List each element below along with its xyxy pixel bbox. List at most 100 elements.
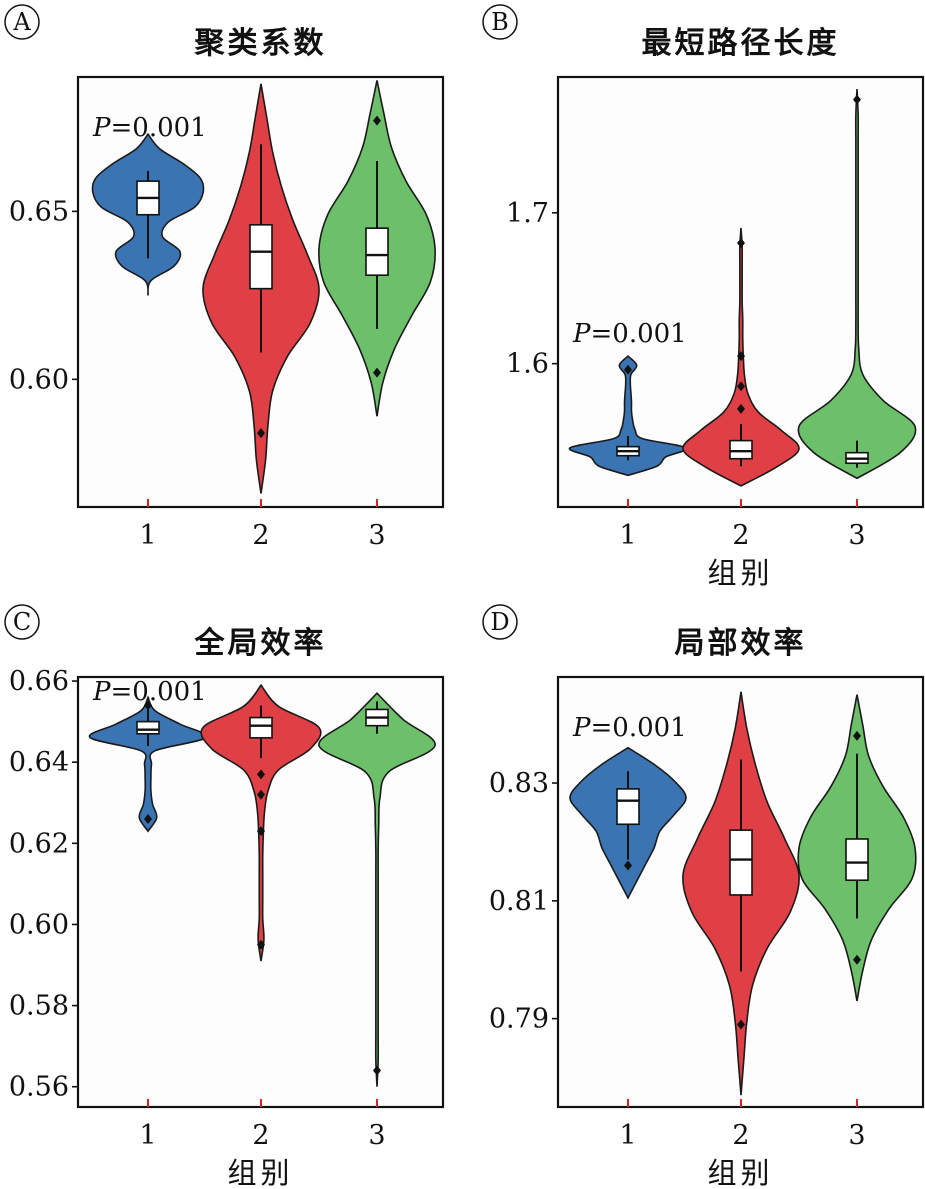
y-tick-label: 1.6 bbox=[506, 349, 549, 380]
violin-group-2 bbox=[202, 83, 320, 494]
outlier-point bbox=[624, 860, 632, 871]
panel-d: D 局部效率 0.79 0.81 0.83 1 2 3 组别 P=0.001 bbox=[482, 604, 925, 1189]
p-symbol: P bbox=[92, 113, 111, 143]
y-tick-label: 0.60 bbox=[9, 364, 69, 395]
y-tick-label: 0.66 bbox=[9, 666, 69, 697]
y-tick-label: 0.79 bbox=[489, 1004, 549, 1035]
p-symbol: P bbox=[572, 319, 591, 349]
p-value: =0.001 bbox=[591, 319, 687, 349]
violin-group-2 bbox=[200, 683, 322, 962]
p-value-annotation: P=0.001 bbox=[92, 113, 207, 143]
iqr-box bbox=[845, 838, 869, 882]
violin-group-3 bbox=[797, 694, 917, 1002]
outlier-point bbox=[257, 769, 265, 780]
outlier-point bbox=[257, 428, 265, 439]
violin-group-2 bbox=[682, 691, 800, 1096]
panel-label-circle bbox=[4, 604, 40, 640]
iqr-box bbox=[249, 224, 273, 290]
outlier-point bbox=[853, 94, 861, 105]
violin-body bbox=[88, 695, 208, 833]
y-tick-label: 1.7 bbox=[506, 198, 549, 229]
panel-label: C bbox=[13, 608, 31, 636]
x-tick-label: 1 bbox=[139, 520, 156, 551]
x-tick-label: 2 bbox=[732, 1120, 749, 1151]
x-tick-label: 2 bbox=[732, 520, 749, 551]
p-symbol: P bbox=[572, 713, 591, 743]
outlier-point bbox=[737, 1019, 745, 1030]
panel-b: B 最短路径长度 1.6 1.7 1 2 3 组别 P=0.001 bbox=[482, 4, 925, 590]
violin-group-1 bbox=[91, 132, 205, 296]
violin-body bbox=[200, 683, 322, 962]
iqr-box bbox=[365, 227, 389, 277]
outlier-point bbox=[853, 954, 861, 965]
iqr-box bbox=[616, 788, 640, 826]
x-axis-label: 组别 bbox=[707, 556, 773, 590]
x-tick-label: 3 bbox=[848, 520, 865, 551]
x-tick-label: 1 bbox=[619, 520, 636, 551]
violin-group-1 bbox=[569, 746, 687, 900]
outlier-point bbox=[737, 381, 745, 392]
y-tick-label: 0.64 bbox=[9, 747, 69, 778]
y-tick-label: 0.58 bbox=[9, 991, 69, 1022]
iqr-box bbox=[136, 720, 160, 735]
panel-a: A 聚类系数 0.60 0.65 1 2 3 P=0.001 bbox=[4, 4, 445, 551]
panel-label: B bbox=[491, 8, 509, 36]
panel-c: C 全局效率 0.56 0.58 0.60 0.62 0.64 0.66 1 2 3 组别 P=0.00… bbox=[4, 604, 445, 1189]
violin-group-1 bbox=[568, 354, 688, 477]
x-axis-label: 组别 bbox=[227, 1156, 293, 1189]
panel-title: 聚类系数 bbox=[194, 26, 327, 61]
x-axis-label: 组别 bbox=[707, 1156, 773, 1189]
x-tick-label: 3 bbox=[368, 520, 385, 551]
p-symbol: P bbox=[92, 677, 111, 707]
p-value-annotation: P=0.001 bbox=[572, 713, 687, 743]
violin-group-2 bbox=[682, 227, 800, 487]
y-tick-label: 0.62 bbox=[9, 828, 69, 859]
outlier-point bbox=[144, 813, 152, 824]
x-tick-label: 2 bbox=[252, 1120, 269, 1151]
panel-title: 局部效率 bbox=[675, 626, 807, 661]
outlier-point bbox=[373, 1065, 381, 1076]
p-value-annotation: P=0.001 bbox=[572, 319, 687, 349]
iqr-box bbox=[249, 716, 273, 739]
x-tick-label: 2 bbox=[252, 520, 269, 551]
x-tick-label: 3 bbox=[848, 1120, 865, 1151]
panel-label-circle bbox=[4, 4, 40, 40]
p-value: =0.001 bbox=[111, 677, 207, 707]
y-tick-label: 0.65 bbox=[9, 196, 69, 227]
panel-label: D bbox=[490, 608, 509, 636]
outlier-point bbox=[257, 789, 265, 800]
y-tick-label: 0.83 bbox=[489, 768, 549, 799]
x-tick-label: 3 bbox=[368, 1120, 385, 1151]
violin-body bbox=[318, 692, 436, 1087]
p-value-annotation: P=0.001 bbox=[92, 677, 207, 707]
outlier-point bbox=[373, 115, 381, 126]
outlier-point bbox=[737, 403, 745, 414]
panel-title: 最短路径长度 bbox=[642, 26, 840, 61]
outlier-point bbox=[853, 730, 861, 741]
outlier-point bbox=[373, 367, 381, 378]
panel-title: 全局效率 bbox=[194, 626, 327, 661]
outlier-point bbox=[257, 826, 265, 837]
violin-group-3 bbox=[797, 89, 917, 480]
x-tick-label: 1 bbox=[619, 1120, 636, 1151]
violin-body bbox=[568, 354, 688, 477]
y-tick-label: 0.81 bbox=[489, 886, 549, 917]
outlier-point bbox=[144, 700, 152, 711]
outlier-point bbox=[624, 364, 632, 375]
panel-label-circle bbox=[482, 4, 518, 40]
p-value: =0.001 bbox=[591, 713, 687, 743]
outlier-point bbox=[257, 939, 265, 950]
outlier-point bbox=[737, 351, 745, 362]
violin-body bbox=[797, 89, 917, 480]
y-tick-label: 0.60 bbox=[9, 909, 69, 940]
x-tick-label: 1 bbox=[139, 1120, 156, 1151]
iqr-box bbox=[729, 829, 753, 896]
p-value: =0.001 bbox=[111, 113, 207, 143]
iqr-box bbox=[729, 439, 753, 460]
violin-group-3 bbox=[318, 80, 436, 417]
panel-label-circle bbox=[482, 604, 518, 640]
y-tick-label: 0.56 bbox=[9, 1072, 69, 1103]
outlier-point bbox=[737, 237, 745, 248]
violin-group-3 bbox=[318, 692, 436, 1087]
